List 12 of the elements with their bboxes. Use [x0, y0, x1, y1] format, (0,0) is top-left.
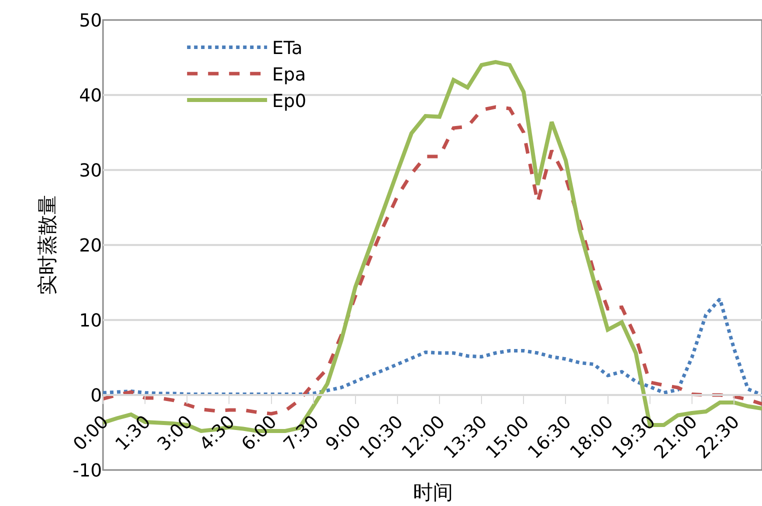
legend-label: Ep0: [272, 91, 306, 112]
legend-label: ETa: [272, 38, 302, 60]
y-tick-label: 30: [79, 160, 102, 182]
y-tick-label: 10: [79, 310, 102, 332]
x-axis-title: 时间: [413, 480, 453, 504]
legend-label: Epa: [272, 64, 306, 86]
y-axis-title: 实时蒸散量: [35, 195, 60, 295]
y-tick-label: 50: [79, 10, 102, 32]
y-tick-label: 0: [90, 385, 102, 406]
y-tick-label: 40: [79, 85, 102, 106]
y-tick-label: -10: [72, 460, 102, 482]
y-tick-label: 20: [79, 235, 102, 256]
